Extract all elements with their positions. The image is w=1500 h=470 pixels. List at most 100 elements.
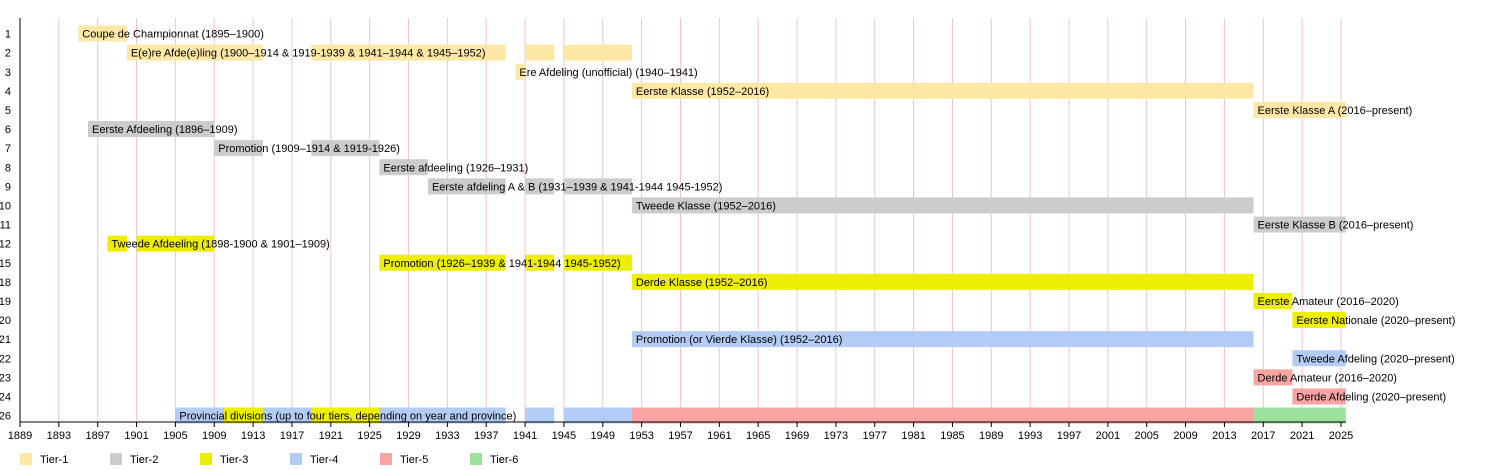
bar-segment bbox=[1253, 369, 1293, 386]
bar-label: E(e)re Afde(e)ling (1900–1914 & 1919-193… bbox=[131, 48, 486, 60]
bar-segment bbox=[214, 140, 263, 157]
bar-label: Derde Klasse (1952–2016) bbox=[636, 277, 767, 289]
legend-swatch bbox=[380, 453, 392, 465]
bar-label: Eerste afdeeling (1926–1931) bbox=[383, 162, 528, 174]
x-tick-label: 1973 bbox=[824, 430, 848, 442]
x-tick-label: 1913 bbox=[241, 430, 265, 442]
row-label: 8 bbox=[5, 162, 11, 174]
legend-swatch bbox=[290, 453, 302, 465]
bar-label: Promotion (or Vierde Klasse) (1952–2016) bbox=[636, 334, 842, 346]
bar-segment bbox=[1292, 350, 1346, 367]
x-tick-label: 2025 bbox=[1329, 430, 1353, 442]
row-label: 6 bbox=[5, 124, 11, 136]
x-tick-label: 1981 bbox=[901, 430, 925, 442]
row-label: 24 bbox=[0, 391, 11, 403]
row-label: 18 bbox=[0, 277, 11, 289]
bar-segment bbox=[1253, 407, 1346, 424]
bar-segment bbox=[107, 235, 127, 252]
bar-label: Derde Afdeling (2020–present) bbox=[1296, 391, 1446, 403]
bar-label: Derde Amateur (2016–2020) bbox=[1258, 372, 1397, 384]
x-tick-label: 1917 bbox=[280, 430, 304, 442]
row-label: 26 bbox=[0, 411, 11, 423]
bar-segment bbox=[525, 254, 555, 271]
bar-segment bbox=[525, 44, 555, 61]
x-tick-label: 1953 bbox=[629, 430, 653, 442]
bar-segment bbox=[631, 331, 1254, 348]
bar-segment bbox=[1253, 101, 1346, 118]
grid-lines bbox=[19, 18, 1342, 422]
x-tick-label: 1945 bbox=[552, 430, 576, 442]
bar-label: Promotion (1926–1939 & 1941-1944 1945-19… bbox=[383, 258, 620, 270]
bar-segment bbox=[1253, 216, 1346, 233]
x-tick-label: 1929 bbox=[396, 430, 420, 442]
bar-label: Eerste Klasse A (2016–present) bbox=[1258, 105, 1413, 117]
bar-label: Tweede Afdeeling (1898-1900 & 1901–1909) bbox=[111, 239, 329, 251]
x-tick-label: 1993 bbox=[1018, 430, 1042, 442]
bar-segment bbox=[515, 63, 526, 80]
bar-segment bbox=[525, 407, 555, 424]
legend-swatch bbox=[470, 453, 482, 465]
bar-label: Eerste Nationale (2020–present) bbox=[1296, 315, 1455, 327]
bar-segment bbox=[563, 254, 632, 271]
bar-segment bbox=[563, 44, 632, 61]
bar-segment bbox=[78, 25, 127, 42]
row-label: 2 bbox=[5, 48, 11, 60]
bar-label: Provincial divisions (up to four tiers, … bbox=[179, 411, 516, 423]
legend-label: Tier-1 bbox=[40, 454, 68, 466]
bar-segment bbox=[631, 197, 1254, 214]
bar-overlay-segment bbox=[311, 407, 380, 424]
bar-label: Ere Afdeling (unofficial) (1940–1941) bbox=[519, 67, 697, 79]
x-tick-label: 2009 bbox=[1173, 430, 1197, 442]
bar-segment bbox=[631, 82, 1254, 99]
x-tick-label: 1969 bbox=[785, 430, 809, 442]
row-label: 11 bbox=[0, 220, 11, 232]
row-label: 7 bbox=[5, 143, 11, 155]
bar-label: Promotion (1909–1914 & 1919-1926) bbox=[218, 143, 400, 155]
bar-segment bbox=[87, 121, 215, 138]
legend-label: Tier-5 bbox=[400, 454, 428, 466]
row-label: 20 bbox=[0, 315, 11, 327]
bar-segment bbox=[311, 44, 506, 61]
row-label: 1 bbox=[5, 29, 11, 41]
legend-label: Tier-6 bbox=[490, 454, 518, 466]
x-tick-label: 2013 bbox=[1212, 430, 1236, 442]
x-tick-label: 1997 bbox=[1057, 430, 1081, 442]
x-tick-label: 1957 bbox=[668, 430, 692, 442]
row-label: 4 bbox=[5, 86, 11, 98]
row-label: 23 bbox=[0, 372, 11, 384]
x-tick-label: 1909 bbox=[202, 430, 226, 442]
bar-segment bbox=[1292, 388, 1346, 405]
legend: Tier-1 Tier-2 Tier-3 Tier-4 Tier-5 Tier-6 bbox=[20, 453, 518, 466]
x-tick-label: 1941 bbox=[513, 430, 537, 442]
bar-label: Eerste afdeling A & B (1931–1939 & 1941-… bbox=[432, 181, 723, 193]
x-tick-label: 1933 bbox=[435, 430, 459, 442]
x-tick-label: 1893 bbox=[47, 430, 71, 442]
legend-swatch bbox=[20, 453, 32, 465]
x-tick-label: 2021 bbox=[1290, 430, 1314, 442]
bar-segment bbox=[136, 235, 215, 252]
legend-swatch bbox=[200, 453, 212, 465]
bar-label: Tweede Afdeling (2020–present) bbox=[1296, 353, 1454, 365]
row-label: 19 bbox=[0, 296, 11, 308]
x-tick-label: 1925 bbox=[357, 430, 381, 442]
legend-label: Tier-3 bbox=[220, 454, 248, 466]
legend-label: Tier-4 bbox=[310, 454, 338, 466]
x-tick-label: 1965 bbox=[746, 430, 770, 442]
bar-segment bbox=[631, 407, 1254, 424]
bar-segment bbox=[427, 178, 506, 195]
row-label: 15 bbox=[0, 258, 11, 270]
bar-segment bbox=[379, 254, 506, 271]
x-tick-label: 2017 bbox=[1251, 430, 1275, 442]
x-tick-label: 1901 bbox=[124, 430, 148, 442]
bar-overlay-segment bbox=[223, 407, 263, 424]
bars bbox=[78, 25, 1346, 424]
x-tick-label: 2001 bbox=[1096, 430, 1120, 442]
bar-segment bbox=[563, 178, 632, 195]
bar-segment bbox=[1253, 292, 1293, 309]
bar-label: Eerste Amateur (2016–2020) bbox=[1258, 296, 1399, 308]
row-label: 12 bbox=[0, 239, 11, 251]
row-label: 5 bbox=[5, 105, 11, 117]
x-tick-label: 2005 bbox=[1134, 430, 1158, 442]
